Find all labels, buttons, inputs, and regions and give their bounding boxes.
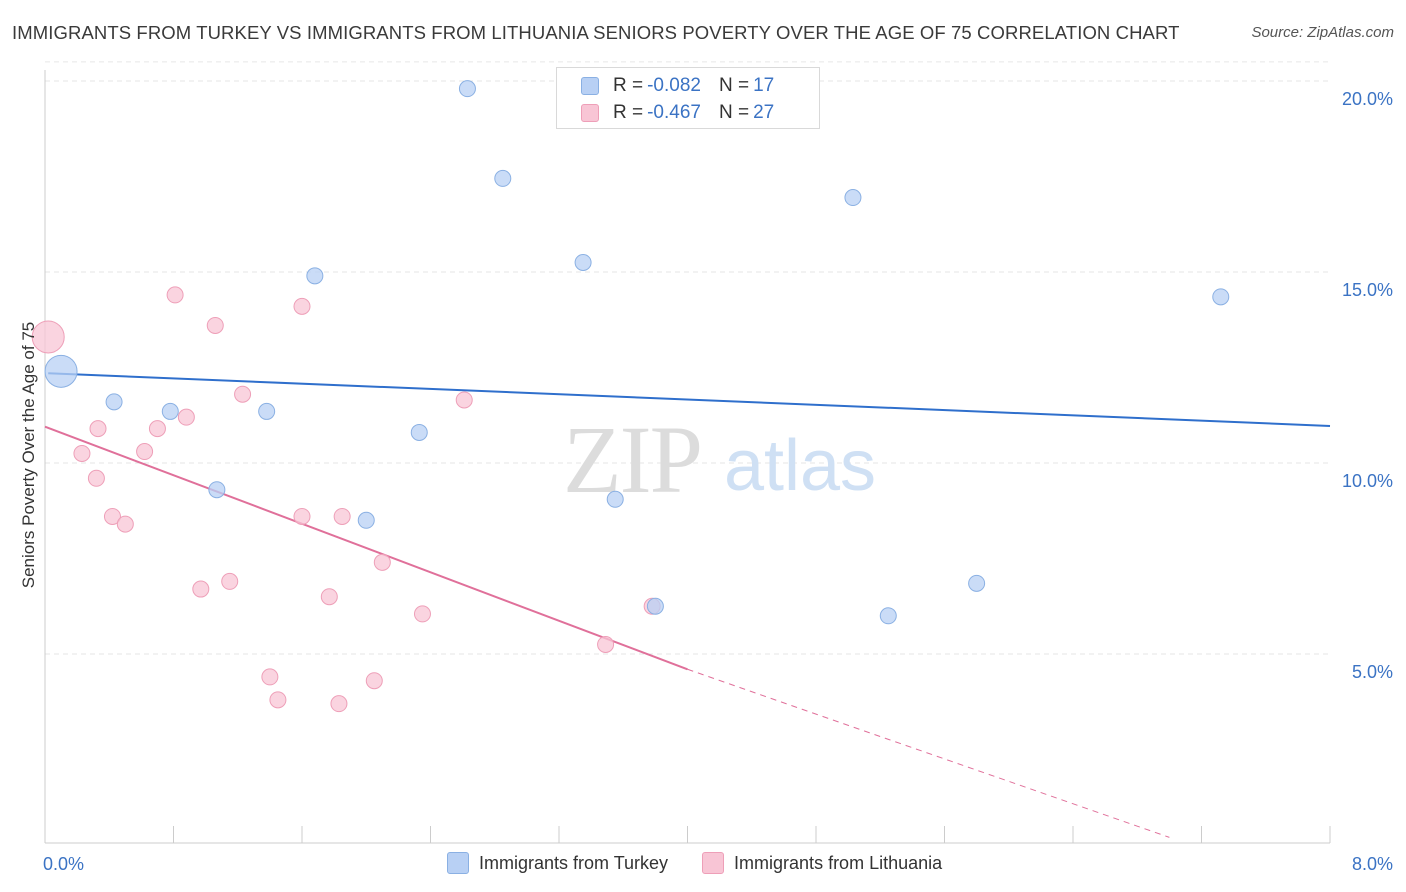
point-lithuania	[206, 316, 224, 334]
point-lithuania	[103, 507, 121, 525]
point-lithuania	[73, 444, 91, 462]
legend-label-lithuania: Immigrants from Lithuania	[734, 852, 943, 873]
trend-line-lithuania	[44, 425, 688, 671]
chart-title: IMMIGRANTS FROM TURKEY VS IMMIGRANTS FRO…	[12, 22, 1180, 43]
point-turkey	[44, 354, 78, 388]
point-turkey	[410, 423, 428, 441]
point-turkey	[458, 80, 476, 98]
legend-r-label: R =	[613, 102, 644, 123]
axes	[44, 70, 1331, 844]
y-tick-label: 15.0%	[1342, 280, 1393, 300]
point-lithuania	[166, 286, 184, 304]
point-lithuania	[234, 385, 252, 403]
point-lithuania	[373, 553, 391, 571]
legend-row-lithuania: R = -0.467 N = 27	[581, 100, 774, 126]
watermark: ZIP atlas	[563, 406, 876, 513]
point-lithuania	[192, 580, 210, 598]
point-lithuania	[116, 515, 134, 533]
point-turkey	[606, 490, 624, 508]
point-lithuania	[87, 469, 105, 487]
legend-n-value: 17	[753, 75, 775, 96]
point-turkey	[968, 574, 986, 592]
point-turkey	[844, 189, 862, 207]
point-turkey	[646, 597, 664, 615]
point-turkey	[494, 169, 512, 187]
point-lithuania	[261, 668, 279, 686]
watermark-atlas: atlas	[724, 426, 876, 506]
point-lithuania	[455, 391, 473, 409]
point-lithuania	[597, 635, 615, 653]
point-lithuania	[293, 297, 311, 315]
source-label: Source: ZipAtlas.com	[1251, 24, 1394, 41]
legend-item-lithuania: Immigrants from Lithuania	[702, 852, 942, 874]
legend-r-value: -0.467	[647, 102, 701, 123]
series-legend: Immigrants from Turkey Immigrants from L…	[447, 852, 976, 874]
legend-swatch-turkey	[581, 77, 599, 95]
trend-lines	[44, 372, 1331, 838]
point-turkey	[357, 511, 375, 529]
point-turkey	[306, 267, 324, 285]
legend-row-turkey: R = -0.082 N = 17	[581, 73, 774, 99]
y-tick-label: 10.0%	[1342, 471, 1393, 491]
y-axis-label: Seniors Poverty Over the Age of 75	[19, 322, 38, 588]
legend-r-label: R =	[613, 75, 644, 96]
point-lithuania	[89, 420, 107, 438]
legend-n-value: 27	[753, 102, 775, 123]
point-turkey	[161, 402, 179, 420]
legend-swatch-lithuania	[702, 852, 725, 874]
point-turkey	[258, 402, 276, 420]
point-lithuania	[365, 672, 383, 690]
legend-swatch-lithuania	[581, 104, 599, 122]
legend-swatch-turkey	[447, 852, 469, 874]
point-lithuania	[330, 695, 348, 713]
point-lithuania	[221, 572, 239, 590]
legend-n-label: N =	[718, 75, 750, 96]
y-tick-label: 20.0%	[1342, 89, 1393, 109]
tick-labels: 5.0% 10.0% 15.0% 20.0% 0.0% 8.0%	[43, 89, 1393, 874]
trend-line-lithuania-extension	[687, 668, 1170, 838]
point-lithuania	[148, 420, 166, 438]
point-lithuania	[333, 507, 351, 525]
legend-item-turkey: Immigrants from Turkey	[447, 852, 668, 874]
point-turkey	[879, 607, 897, 625]
legend-label-turkey: Immigrants from Turkey	[479, 852, 669, 873]
grid-lines	[45, 61, 1330, 655]
x-tick-label: 0.0%	[43, 854, 84, 874]
point-lithuania	[320, 588, 338, 606]
x-tick-label: 8.0%	[1352, 854, 1393, 874]
legend-r-value: -0.082	[647, 75, 701, 96]
point-lithuania	[177, 408, 195, 426]
point-turkey	[208, 481, 226, 499]
trend-line-turkey	[48, 372, 1331, 427]
point-lithuania	[413, 605, 431, 623]
point-turkey	[1212, 288, 1230, 306]
watermark-zip: ZIP	[563, 406, 701, 513]
y-tick-label: 5.0%	[1352, 662, 1393, 682]
data-points	[31, 80, 1230, 713]
point-lithuania	[269, 691, 287, 709]
point-lithuania	[293, 507, 311, 525]
point-lithuania	[31, 320, 65, 354]
point-lithuania	[136, 443, 154, 461]
legend-n-label: N =	[718, 102, 750, 123]
point-turkey	[105, 393, 123, 411]
stats-legend: R = -0.082 N = 17 R = -0.467 N = 27	[556, 67, 820, 129]
point-turkey	[574, 253, 592, 271]
